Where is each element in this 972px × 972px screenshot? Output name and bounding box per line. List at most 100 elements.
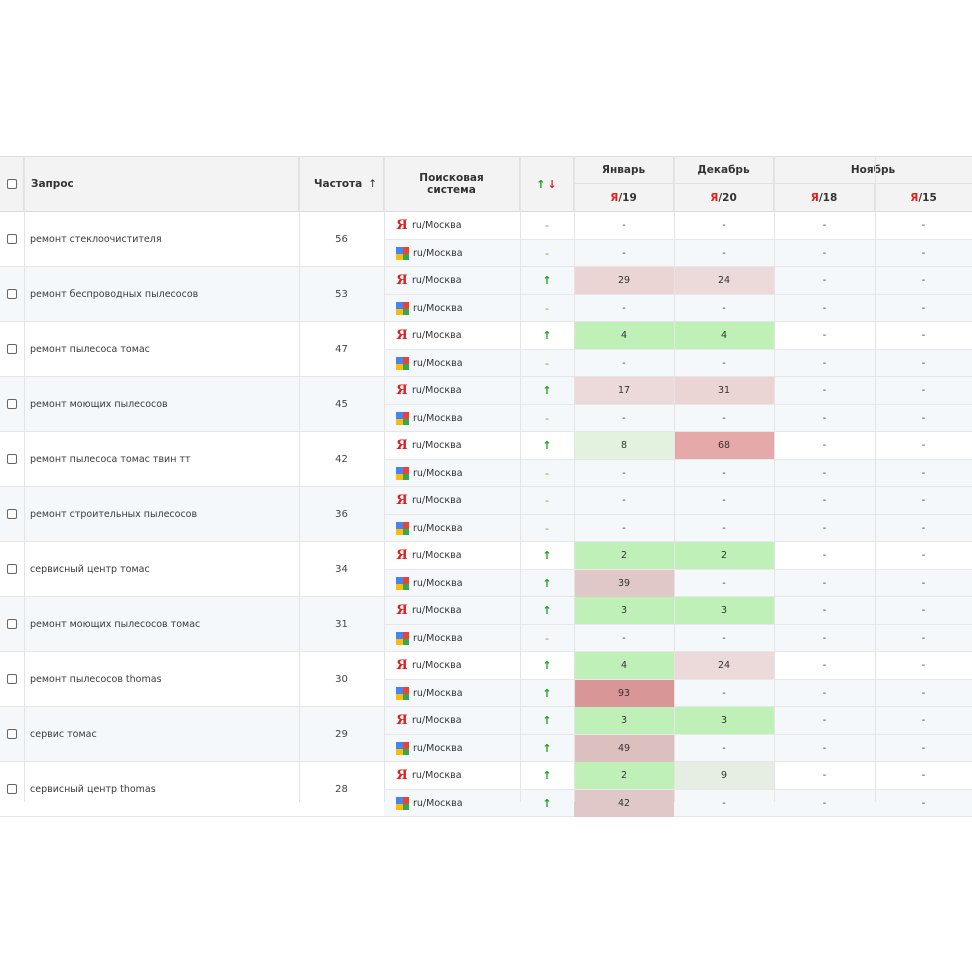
region-label: ru/Москва (413, 523, 463, 534)
row-checkbox[interactable] (7, 234, 17, 244)
trend-up-icon: ↑ (542, 329, 552, 342)
month-november-label: Ноябрь (850, 164, 896, 176)
row-checkbox[interactable] (7, 784, 17, 794)
position-cell: 3 (674, 707, 774, 734)
row-select-cell (0, 487, 24, 541)
frequency-value: 31 (335, 618, 348, 630)
month-november: Ноябрь (774, 157, 972, 184)
position-cell: - (622, 220, 626, 231)
row-checkbox[interactable] (7, 399, 17, 409)
region-label: ru/Москва (412, 770, 462, 781)
trend-none: - (545, 494, 549, 507)
position-cell: - (822, 303, 827, 314)
row-checkbox[interactable] (7, 564, 17, 574)
yandex-icon: Я (396, 768, 408, 783)
sort-asc-icon[interactable]: ↑ (368, 178, 377, 190)
google-subrow: ru/Москва - - - - - (384, 624, 972, 651)
trend-up-icon: ↑ (542, 742, 552, 755)
column-divider (875, 156, 876, 802)
position-cell: - (622, 633, 626, 644)
trend-up-icon: ↑ (542, 604, 552, 617)
date-column-4[interactable]: Я/15 (875, 184, 972, 211)
position-cell: - (622, 468, 626, 479)
column-divider (574, 156, 575, 802)
position-cell: - (921, 743, 926, 754)
engine-cell: ru/Москва (396, 735, 463, 762)
position-cell: 3 (674, 597, 774, 624)
position-cell: - (822, 468, 827, 479)
engine-cell: ru/Москва (396, 460, 463, 487)
trend-up-icon: ↑ (542, 549, 552, 562)
trend-up-icon: ↑ (542, 659, 552, 672)
position-cell: - (822, 798, 827, 809)
position-cell: - (921, 550, 926, 561)
month-december-label: Декабрь (697, 164, 750, 176)
row-checkbox[interactable] (7, 454, 17, 464)
query-text: ремонт пылесосов thomas (30, 673, 162, 685)
position-cell: 3 (574, 597, 674, 624)
yandex-icon: Я (396, 328, 408, 343)
position-cell: - (722, 495, 726, 506)
engine-cell: ru/Москва (396, 790, 463, 817)
row-checkbox[interactable] (7, 729, 17, 739)
region-label: ru/Москва (412, 605, 462, 616)
row-checkbox[interactable] (7, 344, 17, 354)
position-cell: - (921, 715, 926, 726)
position-cell: - (722, 468, 726, 479)
position-cell: 3 (574, 707, 674, 734)
header-trend[interactable]: ↑ ↓ (520, 157, 574, 211)
trend-down-icon: ↓ (547, 177, 557, 191)
google-subrow: ru/Москва ↑ 42 - - - (384, 789, 972, 817)
position-cell: - (921, 523, 926, 534)
google-subrow: ru/Москва - - - - - (384, 404, 972, 431)
query-text: ремонт беспроводных пылесосов (30, 288, 199, 300)
date-column-1[interactable]: Я/19 (574, 184, 674, 211)
row-checkbox[interactable] (7, 674, 17, 684)
position-cell: 9 (674, 762, 774, 789)
date-column-2[interactable]: Я/20 (674, 184, 774, 211)
position-cell: - (822, 330, 827, 341)
position-cell: - (822, 495, 827, 506)
query-text: ремонт моющих пылесосов (30, 398, 168, 410)
yandex-icon: Я (396, 438, 408, 453)
position-cell: - (722, 248, 726, 259)
query-text: ремонт пылесоса томас твин тт (30, 453, 191, 465)
region-label: ru/Москва (413, 358, 463, 369)
date-label: /18 (818, 191, 838, 204)
region-label: ru/Москва (413, 798, 463, 809)
header-query[interactable]: Запрос (24, 157, 299, 211)
position-cell: 2 (574, 542, 674, 569)
region-label: ru/Москва (413, 413, 463, 424)
trend-up-icon: ↑ (542, 577, 552, 590)
yandex-icon: Я (396, 548, 408, 563)
positions-table: Запрос Частота ↑ Поисковая система ↑ ↓ Я… (0, 156, 972, 817)
row-checkbox[interactable] (7, 619, 17, 629)
row-checkbox[interactable] (7, 509, 17, 519)
position-cell: 2 (674, 542, 774, 569)
region-label: ru/Москва (412, 550, 462, 561)
position-cell: - (722, 303, 726, 314)
row-checkbox[interactable] (7, 289, 17, 299)
position-cell: 39 (574, 570, 674, 597)
engine-cell: ru/Москва (396, 405, 463, 432)
date-column-3[interactable]: Я/18 (774, 184, 875, 211)
region-label: ru/Москва (413, 633, 463, 644)
select-all-checkbox[interactable] (6, 179, 17, 189)
header-frequency[interactable]: Частота ↑ (299, 157, 384, 211)
region-label: ru/Москва (413, 468, 463, 479)
